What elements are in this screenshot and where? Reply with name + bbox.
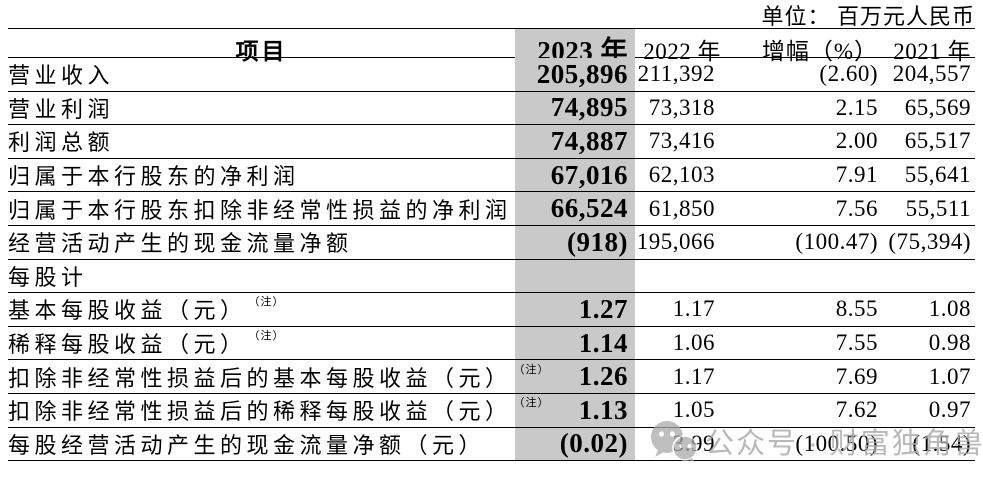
row-label: 稀释每股收益（元） <box>8 332 247 358</box>
cell-2023: 67,016 <box>515 158 635 192</box>
cell-growth: 2.00 <box>835 128 878 154</box>
cell-2022: 62,103 <box>648 162 715 188</box>
row-label: 归属于本行股东扣除非经常性损益的净利润 <box>8 197 512 223</box>
cell-2023: 1.26 <box>515 360 635 393</box>
cell-2022: 1.06 <box>672 330 715 356</box>
row-label-cell: 归属于本行股东的净利润 <box>8 159 515 192</box>
cell-growth: 7.55 <box>835 330 878 356</box>
cell-2023: (918) <box>515 225 635 259</box>
cell-2023: 1.27 <box>515 293 635 326</box>
cell-2021: 204,557 <box>892 61 971 87</box>
cell-2021: 1.07 <box>928 363 971 389</box>
cell-2022: 61,850 <box>648 195 715 221</box>
cell-2022: 1.17 <box>672 363 715 389</box>
cell-2021: 65,517 <box>904 128 971 154</box>
row-label: 每股经营活动产生的现金流量净额（元） <box>8 432 486 458</box>
cell-2022: 1.05 <box>672 397 715 423</box>
cell-2021: 55,511 <box>905 195 971 221</box>
row-label: 扣除非经常性损益后的稀释每股收益（元） <box>8 399 512 425</box>
table-row: 利润总额 74,887 73,416 2.00 65,517 <box>8 125 975 159</box>
cell-growth: (100.50) <box>795 430 878 456</box>
cell-2023: 1.13 <box>515 393 635 427</box>
row-label: 经营活动产生的现金流量净额 <box>8 231 353 257</box>
unit-label: 单位： 百万元人民币 <box>761 3 975 29</box>
table-row: 扣除非经常性损益后的基本每股收益（元）（注） 1.26 1.17 7.69 1.… <box>8 360 975 394</box>
cell-2021: 55,641 <box>904 162 971 188</box>
column-header-growth: 增幅（%） <box>761 38 878 64</box>
row-label: 归属于本行股东的净利润 <box>8 164 300 190</box>
cell-2022: 195,066 <box>636 229 715 255</box>
column-header-item: 项目 <box>235 38 288 64</box>
row-label-cell: 营业利润 <box>8 92 515 125</box>
cell-2022: 211,392 <box>637 61 715 87</box>
cell-2021: 0.98 <box>928 330 971 356</box>
cell-growth: (100.47) <box>795 229 878 255</box>
cell-growth <box>723 260 886 293</box>
cell-2022: 73,318 <box>648 94 715 120</box>
cell-2021: 1.08 <box>928 296 971 322</box>
table-row: 基本每股收益（元） （注） 1.27 1.17 8.55 1.08 <box>8 293 975 327</box>
table-row: 每股经营活动产生的现金流量净额（元） (0.02) 3.99 (100.50) … <box>8 427 975 462</box>
cell-2023: 74,895 <box>515 91 635 125</box>
row-label-cell: 基本每股收益（元） （注） <box>8 293 515 326</box>
row-label-cell: 利润总额 <box>8 125 515 158</box>
cell-growth: 8.55 <box>835 296 878 322</box>
cell-2022 <box>635 260 723 293</box>
cell-growth: 7.91 <box>835 162 878 188</box>
row-label-cell: 扣除非经常性损益后的基本每股收益（元）（注） <box>8 360 549 393</box>
table-row: 稀释每股收益（元） （注） 1.14 1.06 7.55 0.98 <box>8 326 975 361</box>
row-label-cell: 扣除非经常性损益后的稀释每股收益（元）（注） <box>8 394 549 427</box>
table-body: 营业收入 205,896 211,392 (2.60) 204,557 营业利润… <box>8 58 975 462</box>
cell-growth: (2.60) <box>819 61 878 87</box>
financial-table: 项目 2023 年 2022 年 增幅（%） 2021 年 营业收入 205,8… <box>8 28 975 462</box>
cell-growth: 7.69 <box>835 363 878 389</box>
row-label: 每股计 <box>8 264 88 290</box>
table-row: 营业收入 205,896 211,392 (2.60) 204,557 <box>8 58 975 92</box>
cell-2022: 1.17 <box>672 296 715 322</box>
cell-growth: 7.62 <box>835 397 878 423</box>
cell-2021: 0.97 <box>928 397 971 423</box>
cell-2023: 66,524 <box>515 192 635 225</box>
row-label: 扣除非经常性损益后的基本每股收益（元） <box>8 365 512 391</box>
cell-2023: 1.14 <box>515 326 635 360</box>
row-label: 营业收入 <box>8 63 115 89</box>
table-row: 归属于本行股东扣除非经常性损益的净利润 66,524 61,850 7.56 5… <box>8 192 975 226</box>
cell-2022: 3.99 <box>672 430 715 456</box>
table-row: 扣除非经常性损益后的稀释每股收益（元）（注） 1.13 1.05 7.62 0.… <box>8 393 975 428</box>
table-row: 经营活动产生的现金流量净额 (918) 195,066 (100.47) (75… <box>8 225 975 260</box>
cell-2021 <box>886 260 975 293</box>
row-label-cell: 稀释每股收益（元） （注） <box>8 327 515 360</box>
cell-2023: (0.02) <box>515 427 635 461</box>
cell-2023: 74,887 <box>515 125 635 158</box>
row-label-cell: 每股计 <box>8 260 515 293</box>
table-row: 归属于本行股东的净利润 67,016 62,103 7.91 55,641 <box>8 158 975 193</box>
cell-growth: 2.15 <box>835 94 878 120</box>
column-header-2022: 2022 年 <box>643 38 721 64</box>
row-label: 利润总额 <box>8 130 115 156</box>
row-label-cell: 归属于本行股东扣除非经常性损益的净利润 <box>8 192 515 225</box>
row-label-cell: 经营活动产生的现金流量净额 <box>8 226 515 259</box>
table-row: 每股计 <box>8 259 975 294</box>
cell-2021: (1.54) <box>912 430 971 456</box>
cell-2021: 65,569 <box>904 94 971 120</box>
cell-2023: 205,896 <box>515 58 635 91</box>
row-label-cell: 每股经营活动产生的现金流量净额（元） <box>8 428 515 461</box>
cell-2023 <box>515 259 635 293</box>
cell-growth: 7.56 <box>835 195 878 221</box>
row-label: 营业利润 <box>8 96 115 122</box>
table-header-row: 项目 2023 年 2022 年 增幅（%） 2021 年 <box>8 28 975 68</box>
row-label-cell: 营业收入 <box>8 58 515 91</box>
cell-2022: 73,416 <box>648 128 715 154</box>
row-label: 基本每股收益（元） <box>8 298 247 324</box>
column-header-2021: 2021 年 <box>893 38 971 64</box>
cell-2021: (75,394) <box>888 229 971 255</box>
table-row: 营业利润 74,895 73,318 2.15 65,569 <box>8 91 975 126</box>
